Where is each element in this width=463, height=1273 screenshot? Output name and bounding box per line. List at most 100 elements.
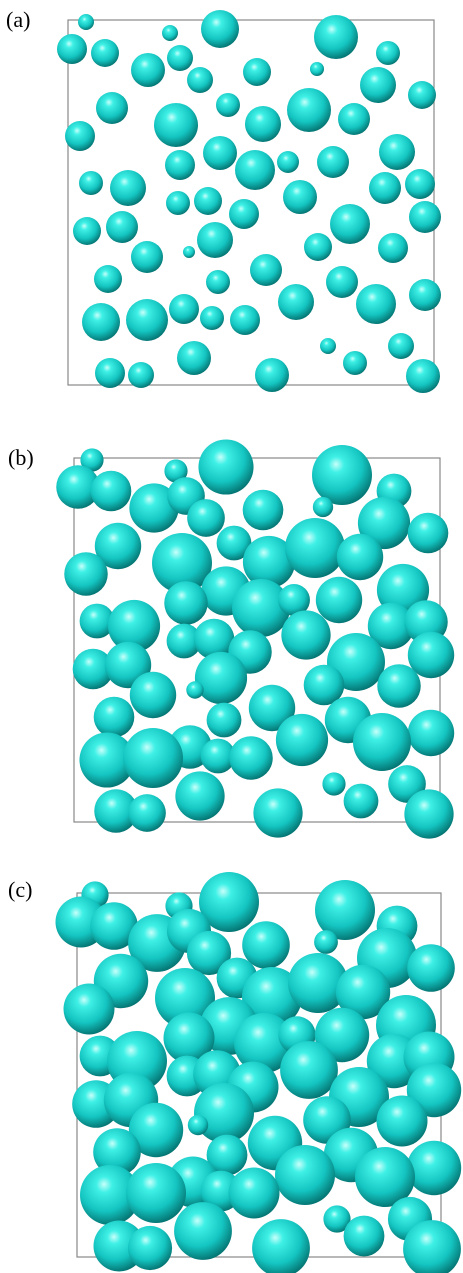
sphere [360, 67, 396, 103]
sphere [278, 284, 314, 320]
sphere [201, 10, 239, 48]
sphere [245, 106, 281, 142]
sphere [285, 518, 345, 578]
sphere [326, 266, 358, 298]
sphere [96, 92, 128, 124]
sphere [313, 497, 333, 517]
figure: (a) (b) (c) [0, 0, 463, 1273]
sphere [78, 14, 94, 30]
sphere [378, 233, 408, 263]
sphere [195, 652, 247, 704]
sphere [64, 552, 108, 596]
sphere [188, 1115, 208, 1135]
sphere [166, 191, 190, 215]
sphere [310, 62, 324, 76]
sphere [287, 88, 331, 132]
sphere [203, 136, 237, 170]
sphere [314, 15, 358, 59]
panel-label: (a) [6, 7, 30, 32]
sphere [123, 728, 183, 788]
sphere [126, 1163, 186, 1223]
sphere [407, 944, 455, 992]
sphere [110, 170, 146, 206]
sphere [162, 25, 178, 41]
sphere [404, 789, 453, 838]
sphere [64, 984, 115, 1035]
sphere [82, 303, 120, 341]
sphere [187, 499, 225, 537]
sphere [95, 358, 125, 388]
sphere [207, 703, 242, 738]
sphere [312, 445, 372, 505]
sphere [406, 359, 440, 393]
sphere [409, 201, 441, 233]
panel-label: (c) [8, 877, 32, 902]
sphere [131, 53, 165, 87]
sphere [164, 581, 208, 625]
page: (a) (b) (c) (() => { const data = JSON.p… [0, 0, 463, 1273]
sphere [369, 172, 401, 204]
sphere [377, 1096, 428, 1147]
sphere [229, 736, 273, 780]
sphere [317, 146, 349, 178]
sphere [154, 103, 198, 147]
sphere [206, 270, 230, 294]
sphere [314, 930, 338, 954]
sphere [194, 1083, 254, 1143]
sphere [405, 169, 435, 199]
sphere [174, 1202, 232, 1260]
sphere [304, 233, 332, 261]
sphere [194, 187, 222, 215]
sphere [343, 351, 367, 375]
sphere [388, 333, 414, 359]
sphere [316, 577, 362, 623]
sphere [183, 246, 195, 258]
sphere [344, 1216, 385, 1257]
sphere [379, 134, 415, 170]
sphere [250, 254, 282, 286]
sphere [167, 45, 193, 71]
sphere [106, 211, 138, 243]
sphere [126, 299, 168, 341]
sphere [407, 1141, 461, 1195]
sphere [408, 710, 454, 756]
sphere [229, 1168, 280, 1219]
sphere [216, 93, 240, 117]
sphere [65, 121, 95, 151]
sphere [187, 67, 213, 93]
sphere [330, 204, 370, 244]
sphere [94, 265, 122, 293]
sphere [338, 103, 370, 135]
sphere [276, 714, 328, 766]
sphere [131, 241, 163, 273]
sphere [235, 150, 275, 190]
sphere [281, 610, 330, 659]
sphere [322, 772, 345, 795]
sphere [376, 41, 400, 65]
sphere [255, 358, 289, 392]
sphere [175, 771, 224, 820]
sphere [409, 279, 441, 311]
sphere [57, 34, 87, 64]
sphere [128, 362, 154, 388]
sphere [128, 1226, 172, 1270]
sphere [275, 1145, 335, 1205]
sphere [337, 534, 383, 580]
sphere [198, 439, 253, 494]
sphere [128, 794, 166, 832]
sphere [130, 672, 176, 718]
sphere [277, 151, 299, 173]
sphere [283, 180, 317, 214]
sphere [356, 284, 396, 324]
sphere [79, 171, 103, 195]
sphere [169, 294, 199, 324]
sphere [243, 58, 271, 86]
sphere [94, 697, 135, 738]
sphere [353, 713, 411, 771]
sphere [280, 1041, 338, 1099]
sphere [320, 338, 336, 354]
sphere [200, 306, 224, 330]
sphere [197, 222, 233, 258]
sphere [252, 1219, 310, 1273]
spheres [56, 10, 462, 1273]
